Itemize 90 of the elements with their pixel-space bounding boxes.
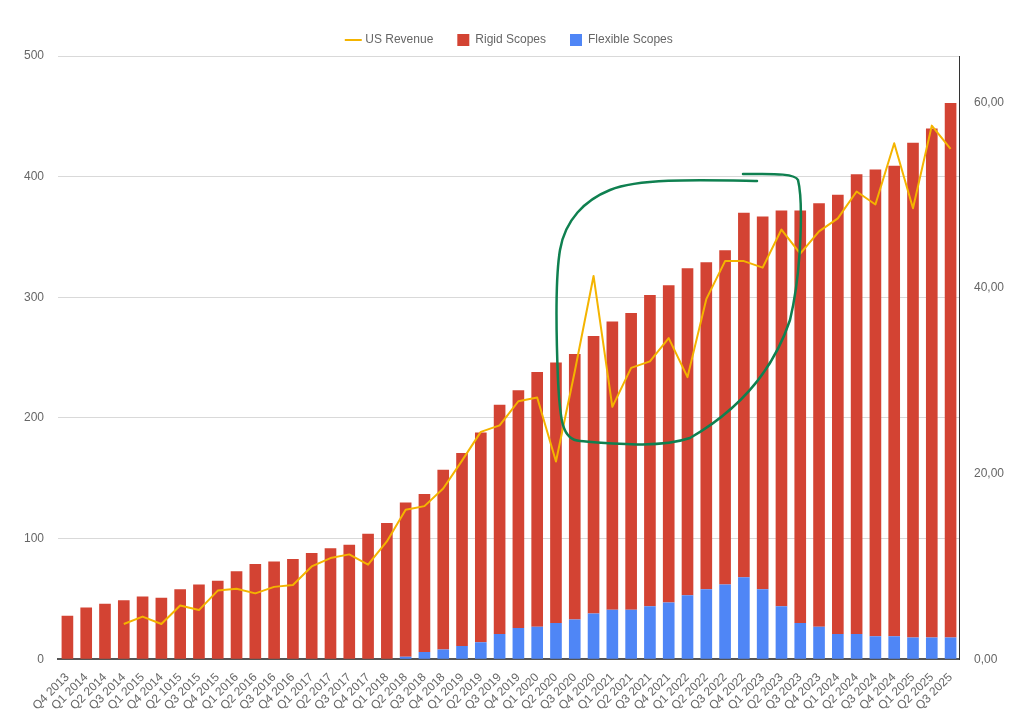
bar [399,502,412,657]
bar [907,142,919,638]
bar [925,128,938,638]
y2-tick-label: 40,00 [973,280,1005,295]
bar [155,597,168,659]
bar [625,609,637,659]
bar [719,584,731,659]
bar [531,626,544,659]
bar [117,600,130,659]
bar [794,623,807,659]
bar [925,637,938,659]
bar [869,636,882,659]
bar [437,649,450,659]
y-tick-label: 300 [23,289,45,304]
y-tick-label: 100 [23,530,45,545]
bar [418,493,431,653]
y2-tick-label: 20,00 [973,465,1005,480]
bar [531,372,544,627]
bar [662,285,675,603]
bar [738,212,750,578]
bar [907,637,919,659]
bar [568,619,581,659]
bar [832,633,844,659]
y2-tick-label: 60,00 [973,94,1005,109]
legend-label: US Revenue [365,32,434,47]
bar [493,404,506,634]
bar [644,606,656,659]
bar [456,645,468,659]
bar [474,642,487,659]
y-tick-label: 500 [23,48,45,63]
bar [794,210,807,624]
bar [568,354,581,620]
bar [80,607,93,659]
bar [869,169,882,637]
bar [681,595,694,659]
bar [775,606,788,659]
bar [850,174,863,634]
bar [474,432,487,643]
bar [381,522,393,659]
bar [813,203,825,627]
bar [700,262,713,590]
bar [437,469,450,650]
bar [99,603,111,659]
bar [287,559,299,659]
bar [550,623,562,659]
bar [362,533,374,659]
y-tick-label: 200 [23,410,45,425]
bar [305,553,318,659]
bar [587,613,600,659]
bar [512,627,525,659]
bar [211,580,224,659]
bar [944,637,957,659]
bar [456,452,468,646]
bar [61,615,74,659]
bar [756,216,769,590]
bar [756,589,769,659]
bar [644,294,656,607]
bar [719,250,731,585]
bar [136,596,149,659]
bar [681,268,694,596]
bar [606,321,619,610]
bar [324,548,337,659]
bar [249,563,262,659]
y-tick-label: 0 [37,651,45,666]
bar [738,577,750,659]
bar [606,609,619,659]
bar [888,165,901,637]
bar [268,561,280,659]
bar [343,544,356,659]
bar [493,633,506,659]
bar [662,602,675,659]
bar [512,390,525,628]
bar [700,589,713,659]
legend-label: Flexible Scopes [588,32,673,47]
bar [813,626,825,659]
legend-label: Rigid Scopes [475,32,547,47]
bar [587,335,600,614]
bar [193,584,205,659]
bar [832,194,844,634]
y-tick-label: 400 [23,168,45,183]
bar [888,636,901,659]
bar [418,652,431,659]
bar [625,312,637,610]
bar [944,103,957,638]
bar [174,589,186,659]
bar [775,210,788,607]
bar [230,571,243,659]
bar [850,633,863,659]
y2-tick-label: 0,00 [973,651,998,666]
bar [550,362,562,624]
